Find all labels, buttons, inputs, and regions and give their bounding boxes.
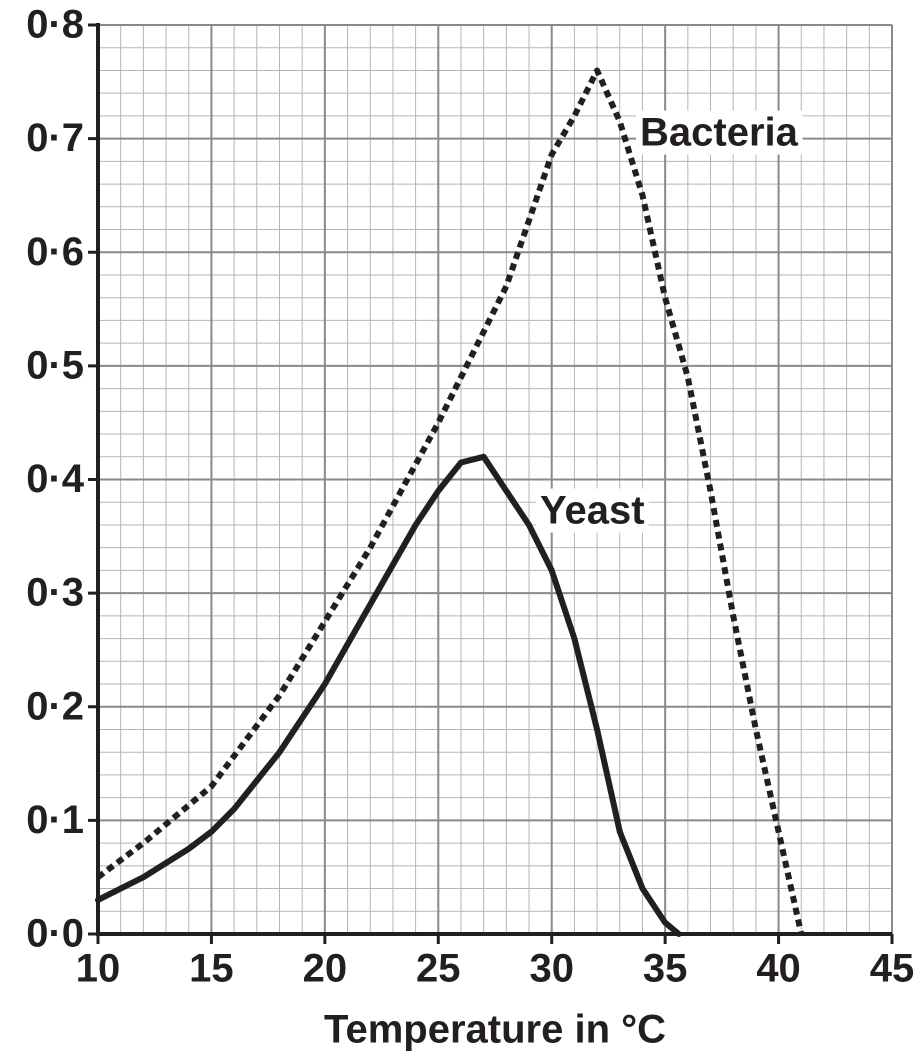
label-background <box>536 488 649 533</box>
x-tick-label: 40 <box>756 947 801 991</box>
x-axis-label: Temperature in °C <box>324 1008 666 1052</box>
y-tick-label: 0·2 <box>26 684 84 728</box>
y-tick-label: 0·4 <box>26 457 85 501</box>
series-label: Bacteria <box>640 111 799 155</box>
series-line <box>96 67 805 935</box>
y-tick-label: 0·7 <box>26 116 84 160</box>
labels: 10 15 20 25 30 35 40 45 0·0 0·1 0·2 0·3 0·4 0·5 0·6 0·7… <box>26 3 914 991</box>
x-tick-label: 10 <box>76 947 121 991</box>
y-tick-label: 0·3 <box>26 571 84 615</box>
y-tick-label: 0·8 <box>26 3 84 47</box>
x-tick-label: 35 <box>643 947 688 991</box>
x-tick-label: 25 <box>416 947 461 991</box>
series-label: Yeast <box>540 489 645 533</box>
y-tick-label: 0·0 <box>26 912 84 956</box>
y-tick-label: 0·1 <box>26 798 84 842</box>
series-line <box>95 453 682 937</box>
x-tick-label: 15 <box>189 947 234 991</box>
lines <box>95 67 805 937</box>
label-background <box>636 110 803 155</box>
y-tick-label: 0·5 <box>26 343 84 387</box>
x-tick-label: 45 <box>870 947 915 991</box>
x-tick-label: 30 <box>529 947 574 991</box>
y-tick-label: 0·6 <box>26 230 84 274</box>
x-tick-label: 20 <box>303 947 348 991</box>
grid <box>88 23 894 944</box>
